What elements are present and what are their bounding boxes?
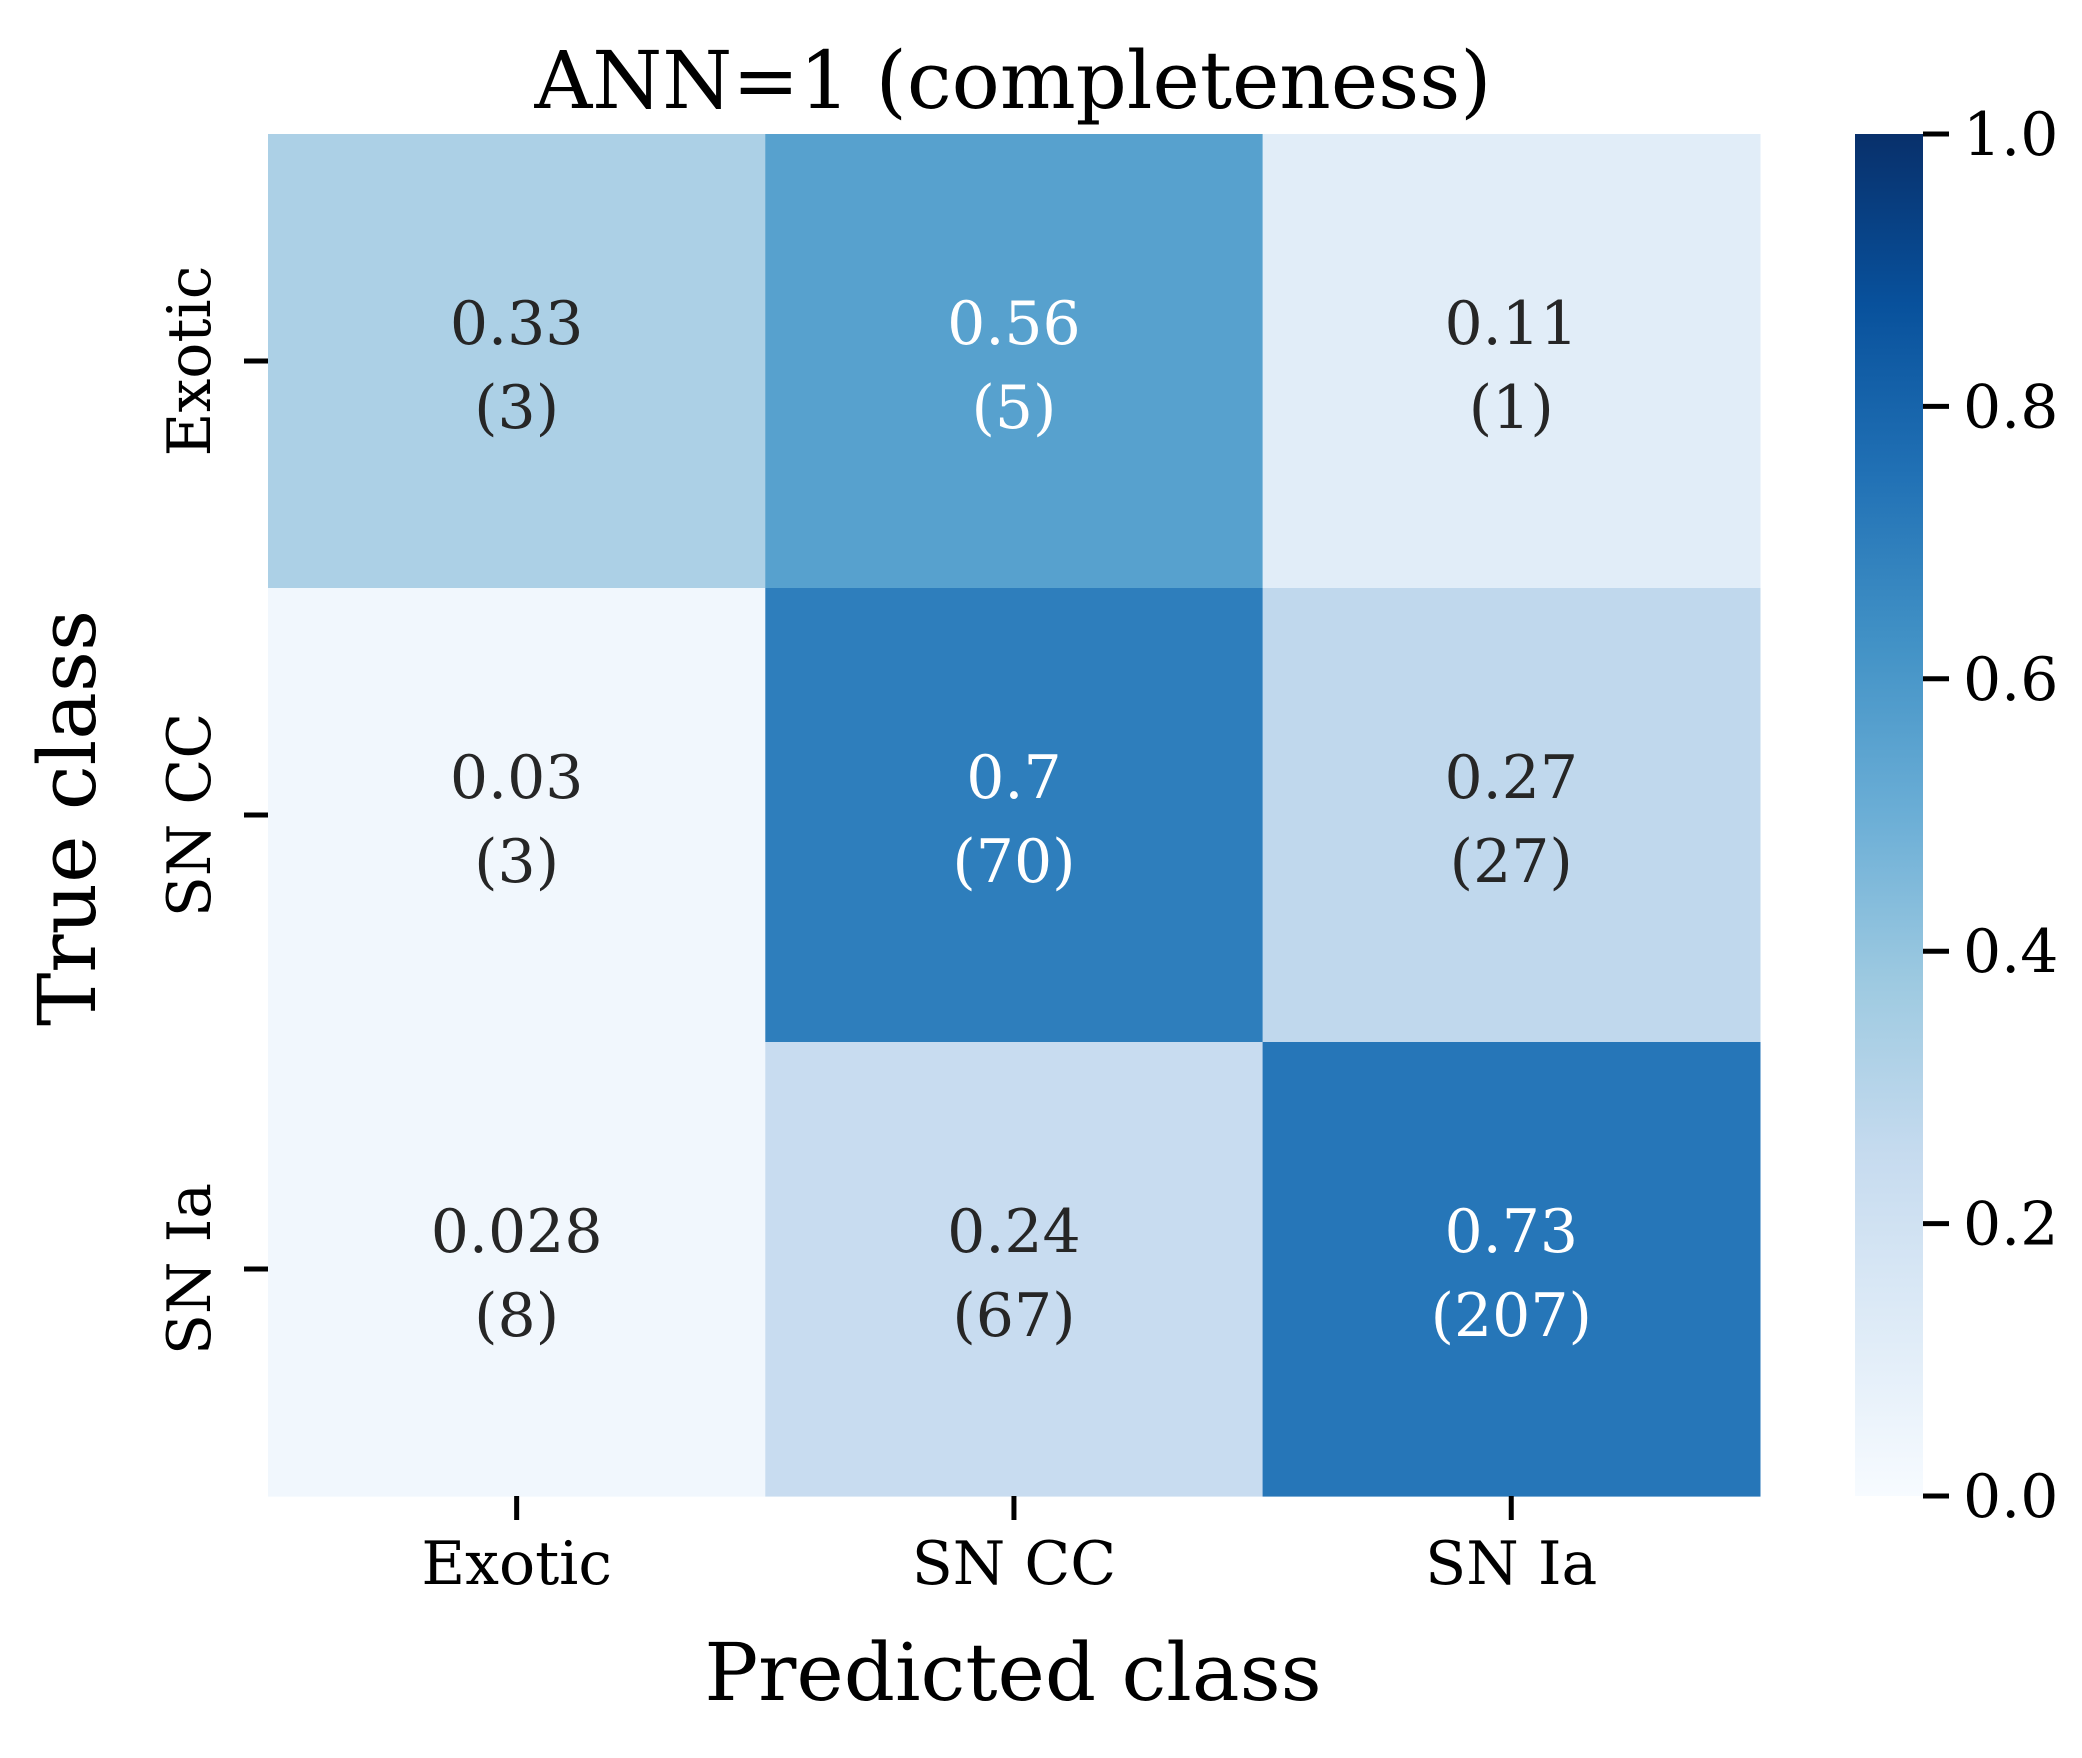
x-tick-label: Exotic <box>421 1529 612 1599</box>
cell-count-label: (1) <box>1469 373 1554 443</box>
cell-value-label: 0.03 <box>450 743 584 813</box>
heatmap-cell <box>1262 1042 1761 1497</box>
heatmap-cell <box>765 134 1264 589</box>
heatmap-cell <box>765 1042 1264 1497</box>
cell-count-label: (27) <box>1450 827 1573 897</box>
cell-value-label: 0.56 <box>947 289 1081 359</box>
colorbar-tick-label: 0.6 <box>1963 645 2058 715</box>
colorbar-tick-label: 1.0 <box>1963 100 2058 170</box>
x-tick-label: SN CC <box>912 1529 1117 1599</box>
y-tick-label: SN Ia <box>155 1183 225 1355</box>
cell-count-label: (67) <box>952 1281 1075 1351</box>
heatmap-cell <box>1262 588 1761 1043</box>
cell-value-label: 0.7 <box>966 743 1061 813</box>
cell-count-label: (70) <box>952 827 1075 897</box>
heatmap-cell <box>268 134 766 589</box>
cell-value-label: 0.028 <box>431 1197 603 1267</box>
cell-count-label: (3) <box>474 827 559 897</box>
cell-value-label: 0.73 <box>1444 1197 1578 1267</box>
colorbar-tick-label: 0.0 <box>1963 1462 2058 1532</box>
cell-value-label: 0.11 <box>1444 289 1578 359</box>
y-tick-label: SN CC <box>155 713 225 918</box>
colorbar-tick-label: 0.8 <box>1963 372 2058 442</box>
heatmap-cells: 0.33 (3) 0.56 (5) 0.11 (1) 0.03 (3) 0.7 (70) 0.27 (… <box>268 134 1761 1497</box>
cell-count-label: (8) <box>474 1281 559 1351</box>
x-tick-label: SN Ia <box>1425 1529 1597 1599</box>
cell-count-label: (5) <box>971 373 1056 443</box>
heatmap-cell <box>765 588 1264 1043</box>
y-axis: Exotic SN CC SN Ia <box>155 266 268 1355</box>
heatmap-cell <box>268 1042 766 1497</box>
x-axis-label: Predicted class <box>704 1626 1321 1719</box>
cell-value-label: 0.33 <box>450 289 584 359</box>
cell-value-label: 0.24 <box>947 1197 1081 1267</box>
x-axis: Exotic SN CC SN Ia <box>421 1496 1597 1599</box>
y-axis-label: True class <box>21 610 114 1026</box>
heatmap-cell <box>268 588 766 1043</box>
heatmap-cell <box>1262 134 1761 589</box>
chart-title: ANN=1 (completeness) <box>534 34 1492 127</box>
cell-count-label: (207) <box>1431 1281 1592 1351</box>
colorbar-ticks: 0.0 0.2 0.4 0.6 0.8 1.0 <box>1923 100 2058 1532</box>
cell-count-label: (3) <box>474 373 559 443</box>
colorbar-tick-label: 0.2 <box>1963 1190 2058 1260</box>
colorbar-tick-label: 0.4 <box>1963 917 2058 987</box>
y-tick-label: Exotic <box>155 266 225 457</box>
cell-value-label: 0.27 <box>1444 743 1578 813</box>
colorbar <box>1855 134 1923 1496</box>
